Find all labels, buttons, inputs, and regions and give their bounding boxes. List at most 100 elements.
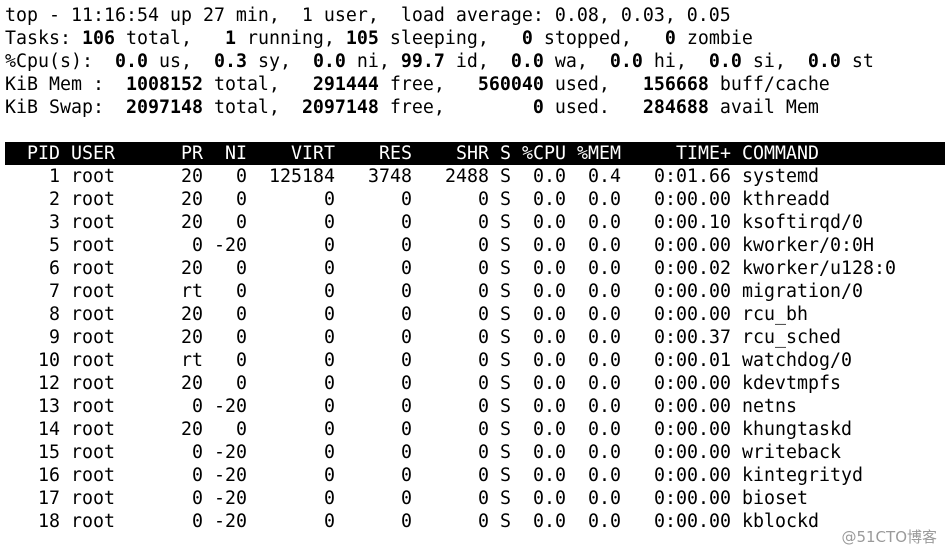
- table-cell: 8: [49, 304, 60, 325]
- summary-text: used.: [543, 97, 643, 118]
- table-cell: 0: [478, 258, 489, 279]
- table-cell: kdevtmpfs: [742, 373, 841, 394]
- summary-text: 0.0: [510, 51, 544, 72]
- table-cell: 0.0: [533, 327, 566, 348]
- table-cell: S: [500, 189, 511, 210]
- table-cell: 0.0: [588, 373, 621, 394]
- table-cell: 0: [236, 212, 247, 233]
- summary-text: id,: [444, 51, 511, 72]
- table-cell: 0: [478, 235, 489, 256]
- table-cell: root: [71, 235, 115, 256]
- summary-text: free,: [378, 97, 533, 118]
- table-cell: 0: [478, 212, 489, 233]
- table-cell: 0: [401, 488, 412, 509]
- table-cell: 0.0: [588, 327, 621, 348]
- process-row: 16 root 0 -20 0 0 0 S 0.0 0.0 0:00.00 kintegrityd: [5, 464, 945, 487]
- table-cell: 7: [49, 281, 60, 302]
- table-cell: 6: [49, 258, 60, 279]
- table-cell: 0: [324, 235, 335, 256]
- table-cell: 0.0: [533, 419, 566, 440]
- table-cell: root: [71, 166, 115, 187]
- table-cell: 20: [181, 327, 203, 348]
- table-cell: 12: [38, 373, 60, 394]
- summary-text: 2097148: [125, 97, 203, 118]
- table-cell: 0.0: [588, 281, 621, 302]
- process-row: 2 root 20 0 0 0 0 S 0.0 0.0 0:00.00 kthreadd: [5, 188, 945, 211]
- table-cell: 0:00.00: [654, 465, 731, 486]
- table-cell: 0.0: [533, 189, 566, 210]
- table-cell: 0.0: [533, 488, 566, 509]
- column-header: SHR: [456, 143, 489, 164]
- table-cell: 0: [324, 442, 335, 463]
- summary-text: 0: [664, 28, 676, 49]
- column-header: %MEM: [577, 143, 621, 164]
- table-cell: bioset: [742, 488, 808, 509]
- table-cell: 0.0: [533, 465, 566, 486]
- table-cell: -20: [214, 235, 247, 256]
- table-cell: S: [500, 327, 511, 348]
- table-cell: S: [500, 281, 511, 302]
- table-cell: -20: [214, 511, 247, 532]
- table-cell: 0.0: [533, 281, 566, 302]
- summary-text: 99.7: [400, 51, 445, 72]
- summary-line: KiB Mem : 1008152 total, 291444 free, 56…: [5, 73, 830, 96]
- table-cell: 0: [324, 350, 335, 371]
- summary-text: st: [840, 51, 874, 72]
- summary-line: Tasks: 106 total, 1 running, 105 sleepin…: [5, 27, 753, 50]
- table-cell: 0: [324, 465, 335, 486]
- summary-text: free,: [378, 74, 478, 95]
- table-cell: 0: [401, 511, 412, 532]
- table-cell: root: [71, 442, 115, 463]
- table-cell: 14: [38, 419, 60, 440]
- table-cell: 0.0: [533, 396, 566, 417]
- table-cell: 0: [324, 212, 335, 233]
- table-cell: 0.0: [533, 511, 566, 532]
- summary-line: %Cpu(s): 0.0 us, 0.3 sy, 0.0 ni, 99.7 id…: [5, 50, 874, 73]
- table-cell: rt: [181, 281, 203, 302]
- process-row: 3 root 20 0 0 0 0 S 0.0 0.0 0:00.10 ksoftirqd/0: [5, 211, 945, 234]
- table-cell: 125184: [269, 166, 335, 187]
- table-cell: -20: [214, 396, 247, 417]
- table-cell: 0: [401, 465, 412, 486]
- column-header: VIRT: [291, 143, 335, 164]
- summary-text: running,: [235, 28, 346, 49]
- summary-text: buff/cache: [708, 74, 830, 95]
- watermark: @51CTO博客: [841, 528, 937, 546]
- table-cell: root: [71, 327, 115, 348]
- summary-text: 0.0: [114, 51, 148, 72]
- table-cell: root: [71, 258, 115, 279]
- table-cell: 0.0: [588, 350, 621, 371]
- summary-text: 2097148: [301, 97, 379, 118]
- table-cell: 0: [478, 327, 489, 348]
- table-cell: root: [71, 488, 115, 509]
- table-cell: root: [71, 419, 115, 440]
- table-cell: root: [71, 212, 115, 233]
- table-cell: 0:01.66: [654, 166, 731, 187]
- process-row: 7 root rt 0 0 0 0 S 0.0 0.0 0:00.00 migration/0: [5, 280, 945, 303]
- table-cell: root: [71, 465, 115, 486]
- table-cell: 0: [478, 488, 489, 509]
- table-cell: 0: [478, 511, 489, 532]
- table-cell: 0: [324, 327, 335, 348]
- summary-text: 0.0: [807, 51, 841, 72]
- summary-text: sleeping,: [378, 28, 522, 49]
- summary-text: 291444: [312, 74, 379, 95]
- table-cell: 0: [401, 258, 412, 279]
- table-cell: S: [500, 488, 511, 509]
- table-cell: 9: [49, 327, 60, 348]
- table-cell: 0: [324, 419, 335, 440]
- column-header: PID: [27, 143, 60, 164]
- table-cell: 0.0: [588, 442, 621, 463]
- table-cell: writeback: [742, 442, 841, 463]
- table-header: PID USER PR NI VIRT RES SHR S %CPU %MEM TIME+ COMMA…: [5, 142, 945, 165]
- summary-text: 106: [81, 28, 115, 49]
- summary-text: 0.0: [609, 51, 643, 72]
- column-header: S: [500, 143, 511, 164]
- table-cell: 0: [236, 304, 247, 325]
- table-cell: 0: [192, 511, 203, 532]
- table-cell: ksoftirqd/0: [742, 212, 863, 233]
- process-row: 15 root 0 -20 0 0 0 S 0.0 0.0 0:00.00 writeback: [5, 441, 945, 464]
- table-cell: kworker/u128:0: [742, 258, 896, 279]
- table-cell: 20: [181, 304, 203, 325]
